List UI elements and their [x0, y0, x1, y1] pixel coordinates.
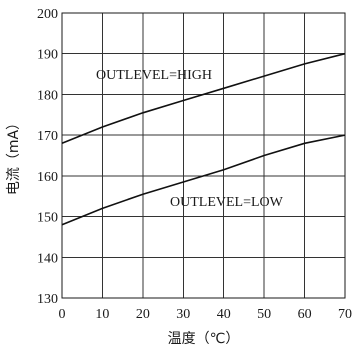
x-tick-label-0: 0 — [59, 307, 66, 322]
x-tick-label-7: 70 — [338, 307, 352, 322]
y-tick-label-5: 180 — [37, 88, 58, 103]
series-layer — [61, 52, 346, 226]
series-line-outlevel-high — [61, 52, 346, 145]
y-tick-label-1: 140 — [37, 251, 58, 266]
x-tick-label-3: 30 — [176, 307, 190, 322]
x-tick-label-1: 10 — [95, 307, 109, 322]
tick-layer: 0 10 20 30 40 50 60 70 130 140 150 160 170 180 190 200 — [37, 7, 352, 322]
x-tick-label-4: 40 — [217, 307, 231, 322]
annotation-outlevel-low: OUTLEVEL=LOW — [170, 195, 284, 210]
plot-frame — [61, 12, 346, 299]
x-tick-label-2: 20 — [136, 307, 150, 322]
y-axis-title: 电流（mA） — [6, 116, 22, 195]
y-tick-label-2: 150 — [37, 211, 58, 226]
y-tick-label-0: 130 — [37, 292, 58, 307]
y-tick-label-4: 170 — [37, 129, 58, 144]
y-tick-label-7: 200 — [37, 7, 58, 22]
y-tick-label-6: 190 — [37, 48, 58, 63]
annotation-outlevel-high: OUTLEVEL=HIGH — [96, 68, 212, 83]
x-tick-label-6: 60 — [298, 307, 312, 322]
series-line-outlevel-low — [61, 134, 346, 226]
grid-layer — [61, 12, 346, 299]
x-tick-label-5: 50 — [257, 307, 271, 322]
x-axis-title: 温度（℃） — [168, 331, 240, 347]
y-tick-label-3: 160 — [37, 170, 58, 185]
